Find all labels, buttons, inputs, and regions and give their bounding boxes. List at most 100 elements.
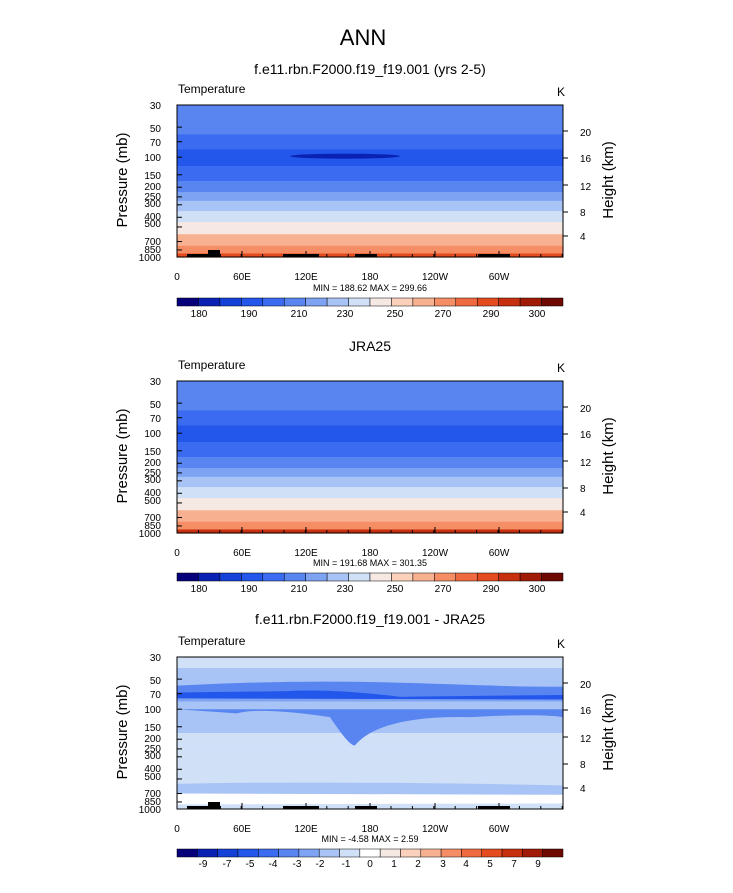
- colorbar-swatch: [542, 848, 564, 858]
- contour-band: [177, 105, 563, 117]
- panel-2-xtick: 180: [362, 548, 379, 559]
- colorbar-swatch: [455, 297, 478, 307]
- contour-band: [177, 134, 563, 151]
- colorbar-swatch: [283, 572, 306, 582]
- panel-2-plot: [176, 380, 568, 534]
- contour-band: [177, 797, 563, 807]
- panel-1: f.e11.rbn.F2000.f19_f19.001 (yrs 2-5) Te…: [114, 61, 617, 320]
- contour-band: [177, 782, 563, 795]
- contour-band: [177, 441, 563, 458]
- topography-mask: [478, 806, 510, 809]
- panel-2-ytick: 400: [144, 488, 161, 499]
- contour-band: [177, 211, 563, 223]
- panel-2-colorbar-label: 180: [191, 584, 208, 595]
- panel-1-ytick: 700: [144, 237, 161, 248]
- contour-band: [177, 752, 563, 764]
- panel-3-ytick: 150: [144, 723, 161, 734]
- colorbar-swatch: [176, 848, 198, 858]
- topography-mask: [283, 806, 319, 809]
- panel-2-ytick: 70: [150, 414, 162, 425]
- colorbar-swatch: [219, 297, 242, 307]
- colorbar-swatch: [326, 297, 349, 307]
- colorbar-swatch: [476, 297, 499, 307]
- colorbar-swatch: [176, 572, 199, 582]
- colorbar-swatch: [198, 572, 221, 582]
- topography-mask: [355, 254, 377, 257]
- panel-3-field-label: Temperature: [178, 634, 246, 648]
- panel-3-xtick: 120E: [294, 824, 318, 835]
- contour-band: [177, 245, 563, 255]
- panel-3-xtick: 60W: [489, 824, 510, 835]
- contour-band: [177, 410, 563, 427]
- panel-3-ytick-right: 4: [580, 784, 586, 795]
- panel-1-ytick: 1000: [139, 253, 162, 264]
- panel-2-xtick: 0: [174, 548, 180, 559]
- panel-2-colorbar-label: 230: [337, 584, 354, 595]
- panel-2-ytick-right: 20: [580, 404, 592, 415]
- colorbar-swatch: [541, 297, 564, 307]
- colorbar-swatch: [262, 572, 285, 582]
- panel-2-minmax: MIN = 191.68 MAX = 301.35: [313, 558, 427, 568]
- panel-3-ytick: 50: [150, 676, 162, 687]
- contour-band: [177, 744, 563, 754]
- colorbar-swatch: [420, 848, 442, 858]
- colorbar-swatch: [359, 848, 381, 858]
- topography-mask: [283, 254, 319, 257]
- panel-2-xtick: 60E: [233, 548, 251, 559]
- panel-2-ytick-right: 16: [580, 430, 592, 441]
- panel-2-colorbar-label: 300: [529, 584, 546, 595]
- panel-1-colorbar-label: 250: [387, 309, 404, 320]
- panel-1-ytick: 30: [150, 101, 162, 112]
- panel-3-ytick: 70: [150, 690, 162, 701]
- panel-2-ytick: 200: [144, 458, 161, 469]
- panel-1-field-label: Temperature: [178, 82, 246, 96]
- panel-2-ytick: 150: [144, 447, 161, 458]
- colorbar-swatch: [501, 848, 523, 858]
- panel-3-colorbar-label: -7: [223, 859, 232, 870]
- colorbar-swatch: [348, 572, 371, 582]
- panel-2-ytick: 500: [144, 496, 161, 507]
- panel-3-colorbar-label: -3: [293, 859, 302, 870]
- panel-1-ytick-right: 12: [580, 182, 592, 193]
- panel-3-colorbar-label: -2: [316, 859, 325, 870]
- panel-1-ytick: 300: [144, 199, 161, 210]
- panel-3-colorbar-label: -9: [199, 859, 208, 870]
- panel-2-colorbar: [176, 572, 564, 582]
- panel-3-ytick-right: 20: [580, 680, 592, 691]
- panel-2-units-label: K: [557, 361, 565, 375]
- panel-1-y-axis-label: Pressure (mb): [114, 132, 131, 227]
- colorbar-swatch: [278, 848, 300, 858]
- panel-2-ytick: 250: [144, 468, 161, 479]
- colorbar-swatch: [217, 848, 239, 858]
- panel-3-minmax: MIN = -4.58 MAX = 2.59: [321, 834, 418, 844]
- panel-1-xtick: 60E: [233, 272, 251, 283]
- colorbar-swatch: [498, 297, 521, 307]
- contour-band: [177, 192, 563, 202]
- panel-1-ytick: 150: [144, 171, 161, 182]
- colorbar-swatch: [305, 572, 328, 582]
- contour-band: [177, 690, 563, 700]
- panel-1-ytick: 50: [150, 124, 162, 135]
- panel-2-xtick: 60W: [489, 548, 510, 559]
- contour-band: [177, 181, 563, 193]
- panel-2-colorbar-label: 290: [483, 584, 500, 595]
- colorbar-swatch: [434, 297, 457, 307]
- panel-3-title: f.e11.rbn.F2000.f19_f19.001 - JRA25: [255, 611, 485, 627]
- panel-2-ytick: 700: [144, 513, 161, 524]
- topography-mask: [208, 802, 220, 809]
- panel-3-colorbar-label: 5: [487, 859, 493, 870]
- colorbar-swatch: [412, 572, 435, 582]
- contour-band: [177, 165, 563, 182]
- colorbar-swatch: [262, 297, 285, 307]
- panel-1-ytick-right: 20: [580, 128, 592, 139]
- colorbar-swatch: [241, 297, 264, 307]
- contour-band: [177, 487, 563, 499]
- panel-1-ytick: 850: [144, 245, 161, 256]
- panel-1-ytick: 250: [144, 192, 161, 203]
- panel-2-xtick: 120E: [294, 548, 318, 559]
- panel-2-colorbar-label: 210: [291, 584, 308, 595]
- colorbar-swatch: [379, 848, 401, 858]
- colorbar-swatch: [369, 297, 392, 307]
- panel-3-ytick: 300: [144, 751, 161, 762]
- panel-3-ytick: 250: [144, 744, 161, 755]
